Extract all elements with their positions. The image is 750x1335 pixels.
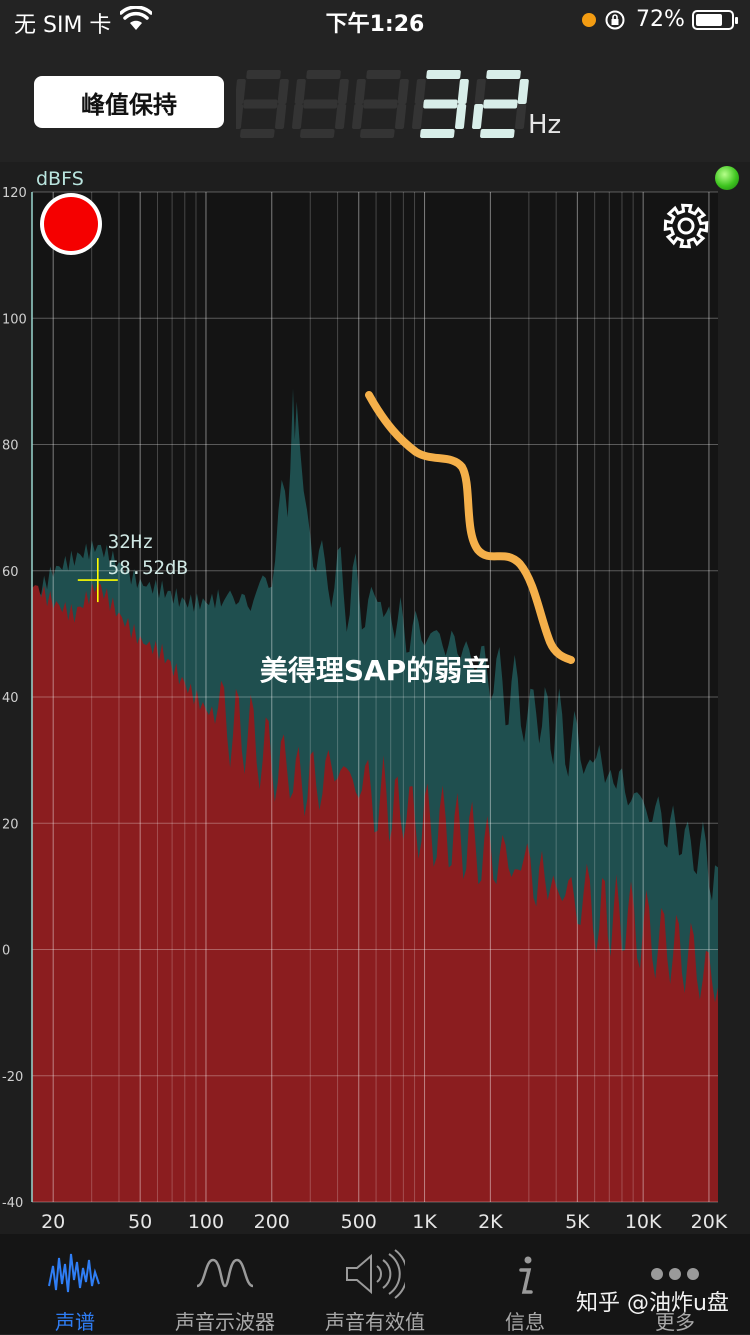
settings-button[interactable] (660, 200, 712, 252)
tab-label: 更多 (655, 1310, 695, 1334)
peak-hold-button[interactable]: 峰值保持 (34, 76, 224, 128)
cursor-level-label: 58.52dB (108, 557, 188, 579)
battery-percent: 72% (636, 7, 685, 32)
y-tick-label: 80 (2, 439, 19, 454)
tab-label: 声音有效值 (325, 1310, 425, 1334)
info-icon (519, 1256, 533, 1294)
tab-oscilloscope[interactable]: 声音示波器 (150, 1234, 300, 1334)
y-tick-label: -40 (2, 1196, 23, 1211)
clock: 下午1:26 (325, 12, 425, 37)
signal-status-led (715, 166, 739, 190)
x-tick-label: 2K (478, 1211, 503, 1233)
lcd-digit (291, 70, 349, 138)
lcd-digit (471, 70, 529, 138)
more-dots-icon (651, 1268, 699, 1280)
y-axis-label: dBFS (36, 168, 84, 190)
y-tick-label: 20 (2, 817, 19, 832)
lcd-digit (351, 70, 409, 138)
x-tick-label: 200 (254, 1211, 290, 1233)
x-tick-label: 20K (691, 1211, 728, 1233)
y-tick-label: -20 (2, 1070, 23, 1085)
status-bar: 无 SIM 卡 下午1:26 72% (0, 0, 750, 40)
y-tick-label: 100 (2, 312, 27, 327)
x-tick-label: 10K (625, 1211, 662, 1233)
tab-label: 声谱 (55, 1310, 95, 1334)
y-tick-label: 120 (2, 186, 27, 201)
y-tick-label: 0 (2, 944, 10, 959)
x-tick-label: 500 (341, 1211, 377, 1233)
spectrum-icon (48, 1253, 100, 1293)
tab-label: 声音示波器 (175, 1310, 275, 1334)
tab-info[interactable]: 信息 (450, 1234, 600, 1334)
tab-spectrum[interactable]: 声谱 (0, 1234, 150, 1334)
lcd-digit (411, 70, 469, 138)
mic-in-use-indicator (582, 13, 596, 27)
y-tick-label: 60 (2, 565, 19, 580)
tab-label: 信息 (505, 1310, 545, 1334)
x-tick-label: 100 (188, 1211, 224, 1233)
battery-icon (692, 10, 738, 30)
tab-sound-rms[interactable]: 声音有效值 (300, 1234, 450, 1334)
x-tick-label: 1K (412, 1211, 437, 1233)
lcd-digit (236, 70, 289, 138)
gear-icon (663, 203, 709, 249)
record-dot-icon (44, 197, 98, 251)
wifi-icon (120, 6, 152, 30)
annotation-text: 美得理SAP的弱音 (260, 654, 490, 687)
cursor-frequency-label: 32Hz (108, 531, 154, 553)
live-spectrum-area (32, 582, 718, 1202)
x-tick-label: 50 (128, 1211, 152, 1233)
record-button[interactable] (40, 193, 102, 255)
rotation-lock-icon (605, 10, 625, 30)
x-tick-label: 5K (565, 1211, 590, 1233)
carrier-label: 无 SIM 卡 (14, 13, 112, 38)
y-tick-label: 40 (2, 691, 19, 706)
bottom-tab-bar: 声谱 声音示波器 声音有效值 信息 更多 (0, 1234, 750, 1334)
speaker-volume-icon (346, 1249, 405, 1299)
oscilloscope-wave-icon (196, 1258, 254, 1288)
lcd-digits (236, 70, 529, 138)
x-tick-label: 20 (41, 1211, 65, 1233)
highlight-annotation-stroke (365, 391, 575, 664)
frequency-unit: Hz (528, 110, 562, 140)
watermark: 知乎 @油炸u盘 (576, 1291, 729, 1316)
tab-more[interactable]: 更多 (600, 1234, 750, 1334)
